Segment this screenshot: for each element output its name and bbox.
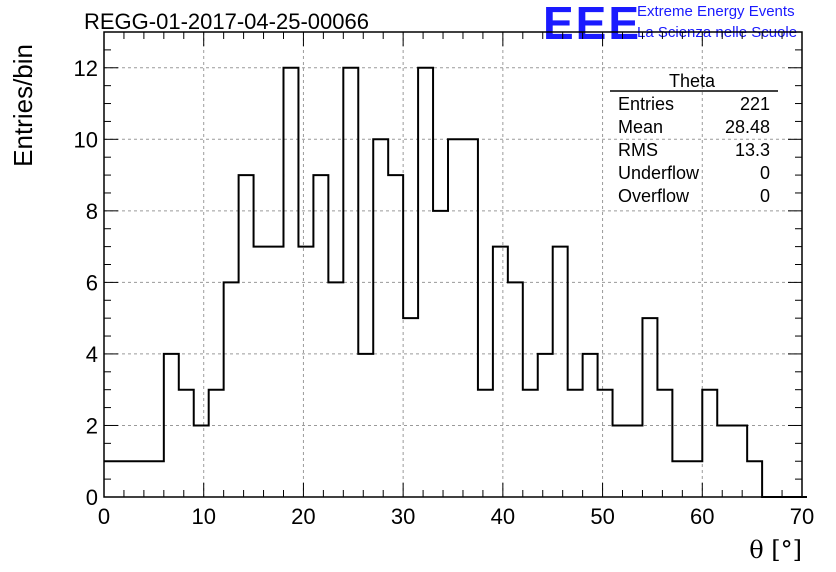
histogram-bin — [179, 390, 194, 497]
plot-frame — [103, 31, 803, 498]
y-tick-label: 6 — [86, 270, 98, 295]
histogram-bin — [553, 247, 568, 497]
x-tick-label: 30 — [391, 504, 415, 529]
histogram-bin — [568, 390, 583, 497]
histogram-bin — [657, 390, 672, 497]
y-tick-label: 8 — [86, 199, 98, 224]
histogram-bin — [104, 461, 119, 497]
histogram-bin — [388, 175, 403, 497]
histogram-bin — [328, 282, 343, 497]
y-tick-label: 12 — [74, 56, 98, 81]
histogram-bin — [373, 139, 388, 497]
x-tick-label: 10 — [191, 504, 215, 529]
histogram-bin — [463, 139, 478, 497]
histogram-bin — [717, 425, 732, 497]
x-tick-label: 50 — [590, 504, 614, 529]
y-tick-label: 10 — [74, 127, 98, 152]
stats-value: 221 — [740, 94, 770, 114]
histogram-bin — [119, 461, 134, 497]
histogram-bin — [598, 390, 613, 497]
histogram-bin — [134, 461, 149, 497]
stats-value: 13.3 — [735, 140, 770, 160]
histogram-bin — [448, 139, 463, 497]
x-tick-label: 0 — [98, 504, 110, 529]
histogram-bin — [583, 354, 598, 497]
histogram-series — [104, 66, 807, 498]
histogram-bin — [298, 247, 313, 497]
x-tick-label: 40 — [491, 504, 515, 529]
histogram-bin — [628, 425, 643, 497]
logo-line-1: Extreme Energy Events — [637, 3, 795, 20]
histogram-bin — [508, 282, 523, 497]
stats-label: Overflow — [618, 186, 690, 206]
stats-label: Underflow — [618, 163, 700, 183]
histogram-bin — [358, 354, 373, 497]
stats-label: Entries — [618, 94, 674, 114]
histogram-bin — [239, 175, 254, 497]
stats-value: 28.48 — [725, 117, 770, 137]
x-tick-label: 70 — [790, 504, 814, 529]
x-axis-label: θ [°] — [749, 536, 802, 564]
histogram-bin — [343, 68, 358, 497]
histogram-bin — [687, 461, 702, 497]
histogram-bin — [747, 461, 762, 497]
y-axis-label: Entries/bin — [8, 44, 38, 167]
histogram-bin — [732, 425, 747, 497]
histogram-bin — [418, 68, 433, 497]
histogram-bin — [254, 247, 269, 497]
histogram-bin — [194, 425, 209, 497]
histogram-bin — [613, 425, 628, 497]
histogram-bin — [672, 461, 687, 497]
histogram-bin — [403, 318, 418, 497]
histogram-bin — [433, 211, 448, 497]
chart-title: REGG-01-2017-04-25-00066 — [84, 9, 369, 34]
histogram-bin — [209, 390, 224, 497]
stats-value: 0 — [760, 186, 770, 206]
x-tick-label: 60 — [690, 504, 714, 529]
histogram-bin — [164, 354, 179, 497]
histogram-bin — [702, 390, 717, 497]
stats-value: 0 — [760, 163, 770, 183]
x-tick-label: 20 — [291, 504, 315, 529]
histogram-bin — [493, 247, 508, 497]
histogram-bin — [642, 318, 657, 497]
histogram-bin — [313, 175, 328, 497]
histogram-bin — [224, 282, 239, 497]
histogram-bin — [523, 390, 538, 497]
histogram-bin — [269, 247, 284, 497]
histogram-bin — [538, 354, 553, 497]
histogram-bin — [283, 68, 298, 497]
histogram-bin — [478, 390, 493, 497]
eee-logo: EEE — [543, 0, 642, 49]
histogram-bin — [149, 461, 164, 497]
y-tick-label: 2 — [86, 413, 98, 438]
stats-title: Theta — [669, 71, 716, 91]
stats-label: Mean — [618, 117, 663, 137]
stats-label: RMS — [618, 140, 658, 160]
y-tick-label: 0 — [86, 485, 98, 510]
y-tick-label: 4 — [86, 342, 98, 367]
